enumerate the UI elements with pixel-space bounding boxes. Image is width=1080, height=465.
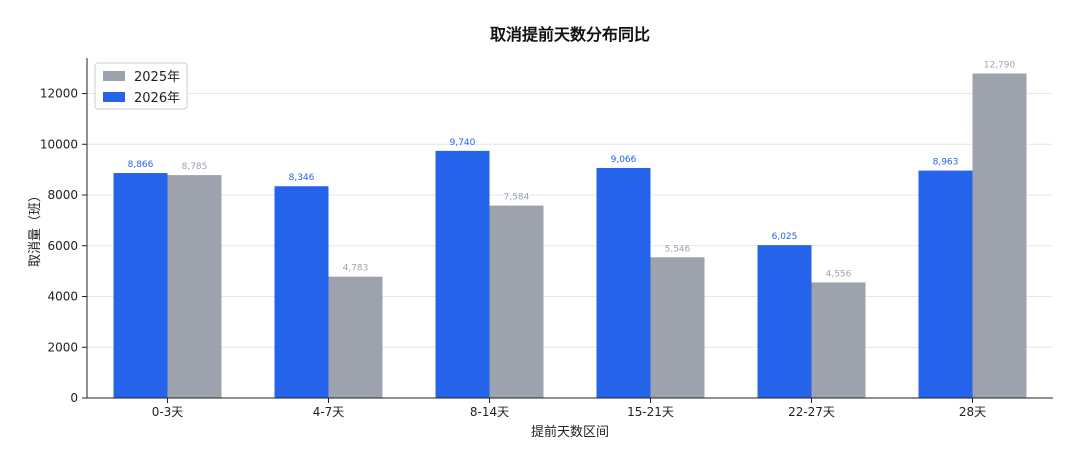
bar-2026年-28天 <box>918 170 973 398</box>
data-label: 9,740 <box>450 138 476 148</box>
y-tick-label: 10000 <box>40 137 78 151</box>
legend-label-2025: 2025年 <box>134 70 180 85</box>
data-label: 5,546 <box>665 244 691 254</box>
y-tick-label: 8000 <box>47 188 78 202</box>
bar-2026年-0-3天 <box>113 173 168 398</box>
x-tick-label: 0-3天 <box>152 405 184 419</box>
y-tick-label: 0 <box>70 391 78 405</box>
data-label: 8,866 <box>128 160 154 170</box>
x-tick-label: 28天 <box>959 405 986 419</box>
y-ticks: 0 2000 4000 6000 8000 10000 12000 <box>40 87 87 405</box>
bar-2025年-4-7天 <box>328 276 383 398</box>
data-label: 6,025 <box>772 232 798 242</box>
legend-swatch-2025 <box>103 71 125 81</box>
bar-2025年-28天 <box>972 73 1027 399</box>
data-label: 4,783 <box>343 264 369 274</box>
data-label: 4,556 <box>826 269 852 279</box>
y-tick-label: 4000 <box>47 290 78 304</box>
bar-2026年-4-7天 <box>274 186 329 398</box>
x-tick-label: 4-7天 <box>313 405 345 419</box>
data-label: 9,066 <box>611 155 637 165</box>
grid <box>87 93 1053 348</box>
bar-2025年-22-27天 <box>811 282 866 398</box>
legend-label-2026: 2026年 <box>134 91 180 106</box>
x-tick-label: 8-14天 <box>470 405 509 419</box>
y-tick-label: 12000 <box>40 87 78 101</box>
bars <box>113 73 1027 399</box>
data-labels: 8,866 8,785 8,346 4,783 9,740 7,584 9,066 5,546… <box>128 60 1016 279</box>
data-label: 8,963 <box>933 158 959 168</box>
chart-title: 取消提前天数分布同比 <box>490 25 650 44</box>
data-label: 7,584 <box>504 193 530 203</box>
y-tick-label: 2000 <box>47 340 78 354</box>
legend: 2025年 2026年 <box>94 62 188 110</box>
bar-2026年-15-21天 <box>596 167 651 398</box>
x-tick-label: 15-21天 <box>627 405 674 419</box>
x-axis-label: 提前天数区间 <box>531 424 609 440</box>
y-axis-label: 取消量（班） <box>28 189 43 267</box>
data-label: 8,346 <box>289 173 315 183</box>
bar-2025年-8-14天 <box>489 205 544 398</box>
bar-2026年-22-27天 <box>757 245 812 398</box>
y-tick-label: 6000 <box>47 239 78 253</box>
bar-2025年-15-21天 <box>650 257 705 398</box>
data-label: 8,785 <box>182 162 208 172</box>
legend-swatch-2026 <box>103 92 125 102</box>
data-label: 12,790 <box>984 60 1016 70</box>
bar-2026年-8-14天 <box>435 150 490 398</box>
bar-2025年-0-3天 <box>167 175 222 398</box>
x-ticks: 0-3天 4-7天 8-14天 15-21天 22-27天 28天 <box>152 398 986 419</box>
x-tick-label: 22-27天 <box>788 405 835 419</box>
